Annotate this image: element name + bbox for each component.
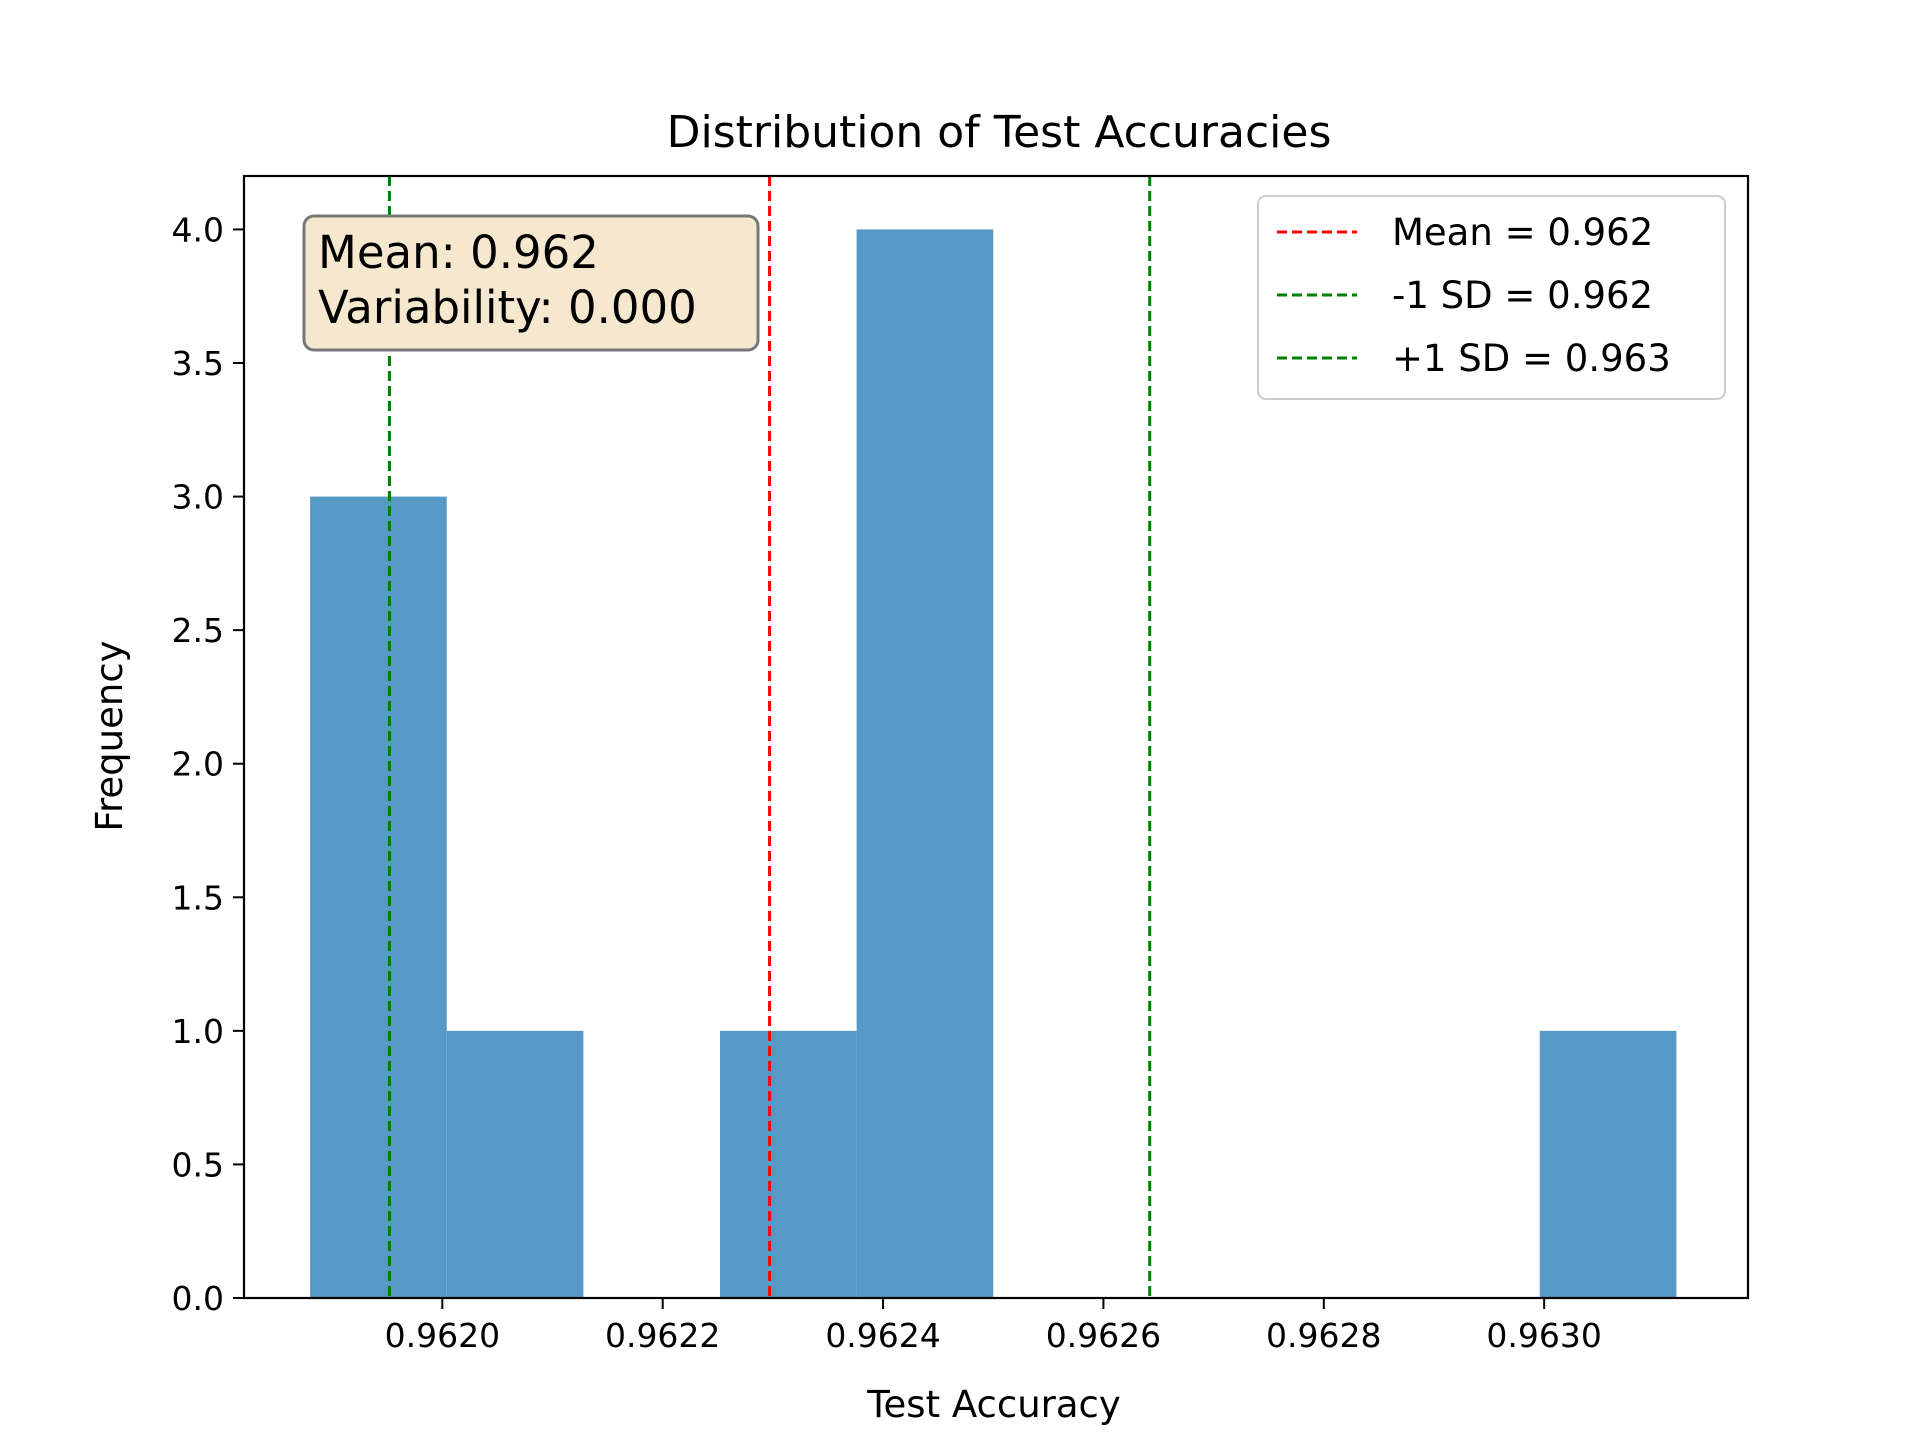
reference-lines [387,176,1152,1298]
y-tick-label: 2.0 [172,745,224,784]
y-tick-label: 0.5 [172,1145,224,1184]
y-axis-label: Frequency [88,640,131,831]
y-tick-label: 0.0 [172,1279,224,1318]
x-tick-label: 0.9630 [1486,1316,1601,1355]
plot-frame [242,174,1750,1300]
histogram-bar [856,229,994,1298]
legend-label: -1 SD = 0.962 [1392,274,1653,317]
x-axis-ticks: 0.9620 0.9622 0.9624 0.9626 0.9628 0.9630 [385,1298,1602,1355]
stats-variability-text: Variability: 0.000 [318,281,697,334]
x-axis-label: Test Accuracy [866,1383,1121,1426]
histogram-bar [446,1030,584,1298]
stats-annotation-box: Mean: 0.962 Variability: 0.000 [302,214,760,352]
y-axis-ticks: 0.0 0.5 1.0 1.5 2.0 2.5 3.0 3.5 4.0 [172,210,244,1318]
histogram-bar [719,1030,857,1298]
y-tick-label: 1.5 [172,878,224,917]
stats-box-background [302,214,760,352]
x-tick-label: 0.9628 [1266,1316,1381,1355]
histogram-bars [310,229,1677,1299]
histogram-bar [310,496,447,1299]
y-tick-label: 2.5 [172,611,224,650]
histogram-bar [1539,1030,1677,1298]
legend-label: Mean = 0.962 [1392,211,1653,254]
y-tick-label: 3.5 [172,344,224,383]
stats-mean-text: Mean: 0.962 [318,226,599,279]
legend: Mean = 0.962 -1 SD = 0.962 +1 SD = 0.963 [1257,195,1726,400]
legend-entries: Mean = 0.962 -1 SD = 0.962 +1 SD = 0.963 [1277,211,1671,380]
x-tick-label: 0.9622 [605,1316,720,1355]
legend-frame [1257,195,1726,400]
legend-label: +1 SD = 0.963 [1392,337,1671,380]
chart-title: Distribution of Test Accuracies [667,107,1332,158]
x-tick-label: 0.9626 [1046,1316,1161,1355]
x-tick-label: 0.9624 [825,1316,940,1355]
y-tick-label: 3.0 [172,478,224,517]
y-tick-label: 1.0 [172,1012,224,1051]
y-tick-label: 4.0 [172,210,224,249]
x-tick-label: 0.9620 [385,1316,500,1355]
